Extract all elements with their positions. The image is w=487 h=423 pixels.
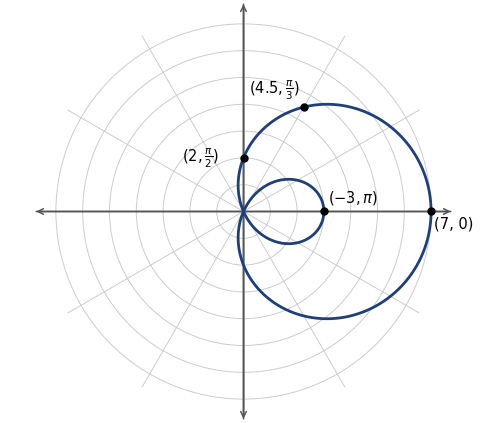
Text: $(4.5, \frac{\pi}{3})$: $(4.5, \frac{\pi}{3})$ [248, 78, 300, 102]
Text: (7, 0): (7, 0) [434, 217, 473, 232]
Text: $(-3, \pi)$: $(-3, \pi)$ [328, 190, 378, 207]
Text: $(2, \frac{\pi}{2})$: $(2, \frac{\pi}{2})$ [182, 146, 219, 170]
